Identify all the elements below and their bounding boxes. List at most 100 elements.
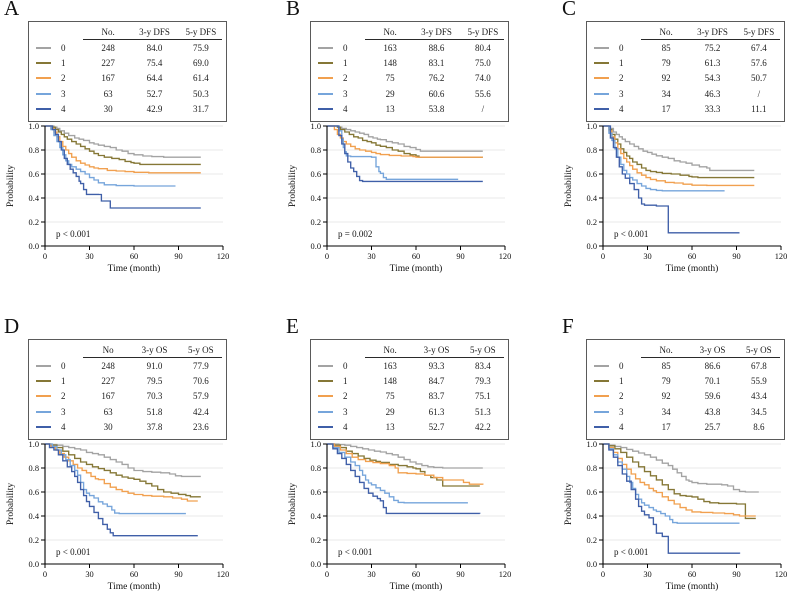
header-rule [365,39,504,40]
x-axis-title: Time (month) [108,581,161,592]
table-row: 4 30 42.9 31.7 [31,104,224,114]
group-label: 0 [619,42,624,53]
cell-5y: 75.9 [192,42,209,53]
x-axis-title: Time (month) [390,581,443,592]
legend-key: 2 [31,391,85,401]
legend-line-swatch [594,410,609,413]
x-tick-label: 120 [499,252,512,261]
column-header-0: No. [383,26,397,37]
survival-curve-group-3 [45,125,176,187]
table-row: 4 17 33.3 11.1 [589,104,782,114]
y-tick-label: 0.8 [29,146,39,155]
survival-curve-group-0 [327,125,483,152]
survival-curve-group-4 [327,125,483,183]
cell-5y: 43.4 [750,391,767,402]
cell-no: 85 [661,42,671,53]
legend-key: 2 [313,73,367,83]
cell-5y: 67.8 [750,360,767,371]
cell-no: 85 [661,360,671,371]
y-tick-label: 0.2 [29,536,39,545]
legend-key: 0 [313,43,367,53]
y-tick-label: 1.0 [311,440,321,449]
y-tick-label: 1.0 [29,440,39,449]
survival-curve-group-4 [603,125,740,234]
legend-line-swatch [36,395,51,398]
y-tick-label: 0.6 [29,488,39,497]
cell-5y: 69.0 [192,58,209,69]
table-row: 2 75 76.2 74.0 [313,73,506,83]
panel-B: B No. 3-y DFS 5-y DFS 0 163 88.6 80.4 1 148 83.1 75… [282,0,547,276]
legend-table: No. 3-y DFS 5-y DFS 0 85 75.2 67.4 1 79 61.3 57.6 2… [586,21,785,122]
x-tick-label: 30 [643,570,651,579]
panel-letter-E: E [286,314,299,338]
legend-line-swatch [36,426,51,429]
table-row: 4 13 52.7 42.2 [313,422,506,432]
table-row: 2 92 54.3 50.7 [589,73,782,83]
x-tick-label: 60 [412,570,420,579]
group-label: 0 [619,360,624,371]
x-tick-label: 90 [456,252,464,261]
cell-5y: 11.1 [751,104,767,115]
survival-curve-group-0 [45,443,201,478]
survival-curve-group-1 [327,125,483,158]
panel-C: C No. 3-y DFS 5-y DFS 0 85 75.2 67.4 1 79 61.3 57.6… [558,0,796,276]
cell-3y: 91.0 [146,360,163,371]
legend-key: 4 [589,422,643,432]
group-label: 4 [619,104,624,115]
legend-table: No. 3-y OS 5-y OS 0 163 93.3 83.4 1 148 84.7 79.3 2… [310,339,509,440]
survival-curve-group-4 [45,125,201,209]
cell-3y: 33.3 [704,104,721,115]
column-header-2: 5-y OS [187,344,214,355]
x-tick-label: 30 [367,252,375,261]
cell-3y: 64.4 [146,73,163,84]
header-rule [641,39,780,40]
x-tick-label: 120 [217,252,230,261]
y-tick-label: 0.8 [311,146,321,155]
legend-key: 3 [31,407,85,417]
survival-curve-group-0 [327,443,483,469]
cell-5y: 50.7 [750,73,767,84]
cell-5y: 55.9 [750,376,767,387]
x-tick-label: 0 [325,570,329,579]
cell-3y: 46.3 [704,88,721,99]
cell-3y: 60.6 [428,88,445,99]
cell-no: 248 [101,360,115,371]
panel-F: F No. 3-y OS 5-y OS 0 85 86.6 67.8 1 79 70.1 55.9 2 9… [558,314,796,594]
x-axis-title: Time (month) [108,263,161,274]
legend-key: 3 [313,407,367,417]
cell-3y: 79.5 [146,376,163,387]
x-tick-label: 0 [601,570,605,579]
cell-5y: 50.3 [192,88,209,99]
legend-line-swatch [36,108,51,111]
x-tick-label: 90 [456,570,464,579]
legend-key: 0 [589,43,643,53]
table-row: 0 163 88.6 80.4 [313,43,506,53]
legend-table-header: No. 3-y OS 5-y OS [313,342,506,357]
group-label: 4 [619,422,624,433]
survival-curve-group-0 [603,443,759,493]
y-tick-label: 1.0 [29,122,39,131]
legend-line-swatch [594,364,609,367]
y-tick-label: 1.0 [587,122,597,131]
cell-3y: 83.7 [428,391,445,402]
cell-5y: 74.0 [474,73,491,84]
group-label: 0 [343,360,348,371]
legend-line-swatch [594,108,609,111]
y-tick-label: 0.4 [311,194,322,203]
group-label: 3 [61,88,66,99]
legend-table-body: 0 85 86.6 67.8 1 79 70.1 55.9 2 92 59.6 43.4 3 34 43.8… [589,358,782,435]
column-header-0: No. [659,26,673,37]
x-tick-label: 60 [130,252,138,261]
group-label: 4 [343,104,348,115]
survival-curve-group-1 [603,443,756,520]
cell-3y: 76.2 [428,73,445,84]
p-value-label: p < 0.001 [614,229,648,239]
cell-5y: 67.4 [750,42,767,53]
cell-3y: 42.9 [146,104,163,115]
panel-D: D No 3-y OS 5-y OS 0 248 91.0 77.9 1 227 79.5 70.6 2… [0,314,265,594]
p-value-label: p < 0.001 [614,547,648,557]
x-tick-label: 60 [688,570,696,579]
group-label: 2 [61,391,66,402]
y-axis-title: Probability [564,165,574,207]
cell-no: 13 [385,104,395,115]
